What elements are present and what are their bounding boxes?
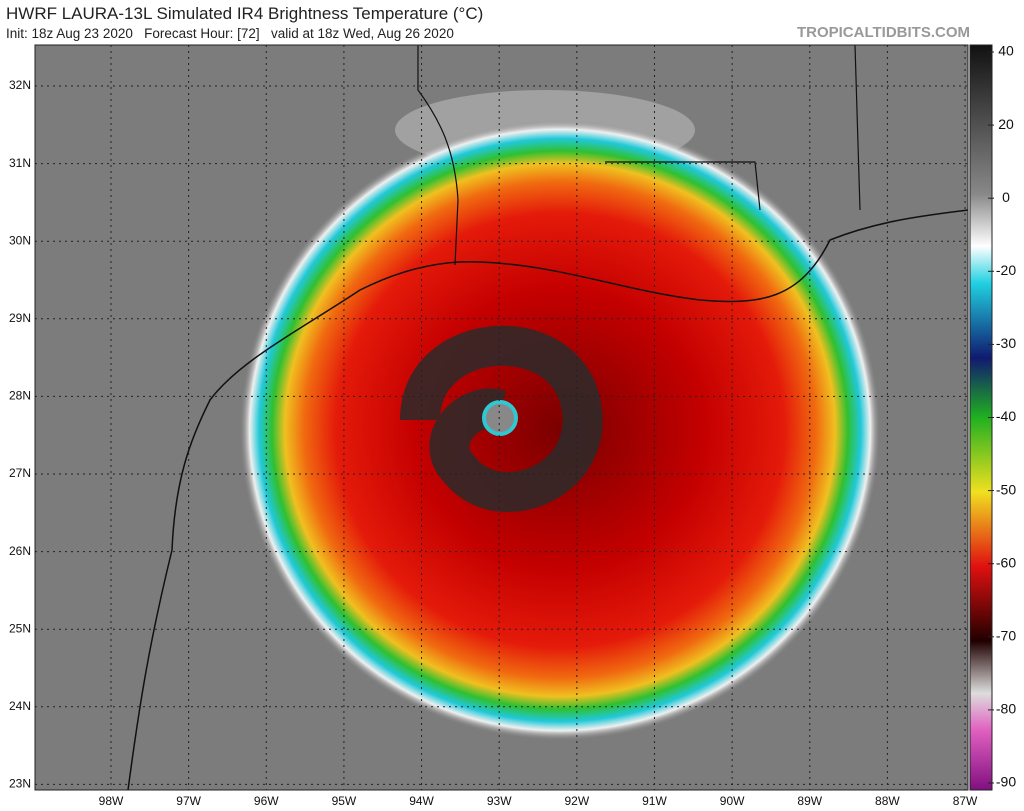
colorbar-label: 40 [998,43,1014,59]
lat-label: 24N [9,699,31,713]
cloud [395,90,695,170]
rain-band [400,325,603,513]
init-time: Init: 18z Aug 23 2020 [6,26,133,41]
lon-label: 98W [99,794,124,808]
lat-label: 27N [9,466,31,480]
lat-label: 31N [9,156,31,170]
lon-label: 89W [797,794,822,808]
lon-label: 93W [487,794,512,808]
valid-time: valid at 18z Wed, Aug 26 2020 [270,26,454,41]
lon-label: 87W [953,794,978,808]
colorbar [969,44,993,791]
eye [482,400,518,436]
storm-cloud [240,120,880,740]
colorbar-label: -90 [996,774,1016,790]
lat-label: 30N [9,233,31,247]
colorbar-label: 0 [1002,189,1010,205]
lon-label: 96W [254,794,279,808]
coastline [127,209,969,791]
lon-label: 91W [642,794,667,808]
map-frame [34,44,969,791]
colorbar-label: -80 [996,701,1016,717]
lat-label: 32N [9,78,31,92]
colorbar-label: -60 [996,554,1016,570]
colorbar-label: -70 [996,628,1016,644]
lon-label: 97W [176,794,201,808]
colorbar-label: -50 [996,481,1016,497]
site-credit: TROPICALTIDBITS.COM [796,24,970,41]
subtitle: Init: 18z Aug 23 2020 Forecast Hour: [72… [6,26,454,41]
map-background [35,45,968,790]
lat-label: 29N [9,311,31,325]
lon-label: 94W [409,794,434,808]
colorbar-label: -30 [996,335,1016,351]
lon-label: 90W [720,794,745,808]
title: HWRF LAURA-13L Simulated IR4 Brightness … [6,4,484,23]
lon-label: 92W [564,794,589,808]
lat-label: 28N [9,389,31,403]
lon-label: 95W [332,794,357,808]
lon-label: 88W [875,794,900,808]
colorbar-label: -20 [996,262,1016,278]
lat-label: 26N [9,544,31,558]
colorbar-label: 20 [998,116,1014,132]
forecast-hour: Forecast Hour: [72] [144,26,260,41]
lat-label: 25N [9,621,31,635]
colorbar-label: -40 [996,408,1016,424]
lat-label: 23N [9,777,31,791]
state-borders [417,44,861,266]
